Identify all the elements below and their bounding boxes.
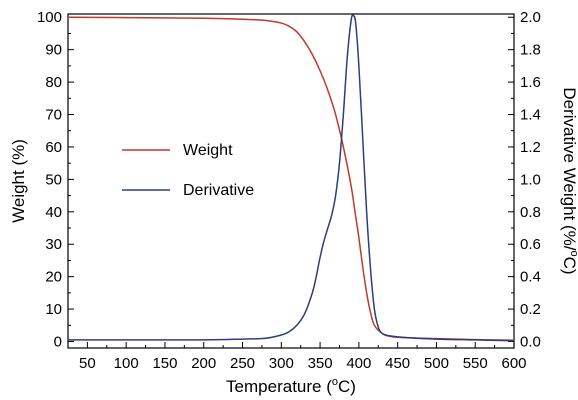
legend-label-derivative: Derivative	[183, 182, 254, 199]
x-tick-label: 500	[424, 355, 449, 372]
left-y-tick-label: 70	[45, 107, 62, 124]
right-y-tick-label: 0.6	[520, 236, 541, 253]
left-y-tick-label: 80	[45, 74, 62, 91]
series-weight-line	[67, 16, 515, 341]
plot-border	[67, 13, 515, 349]
x-tick-label: 50	[79, 355, 96, 372]
right-y-tick-label: 0.4	[520, 269, 541, 286]
x-tick-label: 150	[152, 355, 177, 372]
left-y-tick-label: 20	[45, 269, 62, 286]
x-tick-label: 200	[191, 355, 216, 372]
x-tick-label: 250	[230, 355, 255, 372]
left-y-axis-ticks: 0 10 20 30 40 50 60 70 80 90 100	[37, 9, 74, 351]
left-y-axis-title: Weight (%)	[9, 139, 28, 223]
series-derivative-line	[68, 14, 515, 342]
right-y-tick-label: 0.0	[520, 334, 541, 351]
right-y-tick-label: 0.2	[520, 301, 541, 318]
left-y-tick-label: 10	[45, 301, 62, 318]
x-tick-label: 600	[501, 355, 526, 372]
left-y-tick-label: 60	[45, 139, 62, 156]
legend: Weight Derivative	[122, 142, 254, 199]
x-tick-label: 450	[385, 355, 410, 372]
x-axis-title: Temperature (oC)	[226, 376, 356, 396]
left-y-tick-label: 0	[54, 334, 62, 351]
right-y-tick-label: 1.8	[520, 42, 541, 59]
left-y-tick-label: 40	[45, 204, 62, 221]
right-y-tick-label: 1.6	[520, 74, 541, 91]
right-y-tick-label: 1.2	[520, 139, 541, 156]
right-y-axis-title: Derivative Weight (%/oC)	[560, 87, 578, 274]
right-y-axis-ticks: 0.0 0.2 0.4 0.6 0.8 1.0 1.2 1.4 1.6 1.8 2.0	[508, 9, 541, 351]
right-y-tick-label: 1.4	[520, 107, 541, 124]
plot-frame	[67, 13, 515, 349]
x-axis-ticks: 50 100 150 200 250 300 350 400 450 500 550 600	[79, 342, 527, 372]
left-y-tick-label: 50	[45, 171, 62, 188]
right-y-tick-label: 2.0	[520, 9, 541, 26]
x-tick-label: 550	[463, 355, 488, 372]
right-y-tick-label: 1.0	[520, 171, 541, 188]
x-tick-label: 300	[269, 355, 294, 372]
left-y-tick-label: 90	[45, 42, 62, 59]
x-tick-label: 350	[308, 355, 333, 372]
x-tick-label: 100	[114, 355, 139, 372]
x-tick-label: 400	[346, 355, 371, 372]
right-y-tick-label: 0.8	[520, 204, 541, 221]
legend-label-weight: Weight	[183, 142, 233, 159]
left-y-tick-label: 100	[37, 9, 62, 26]
series-layer	[67, 14, 515, 342]
left-y-tick-label: 30	[45, 236, 62, 253]
